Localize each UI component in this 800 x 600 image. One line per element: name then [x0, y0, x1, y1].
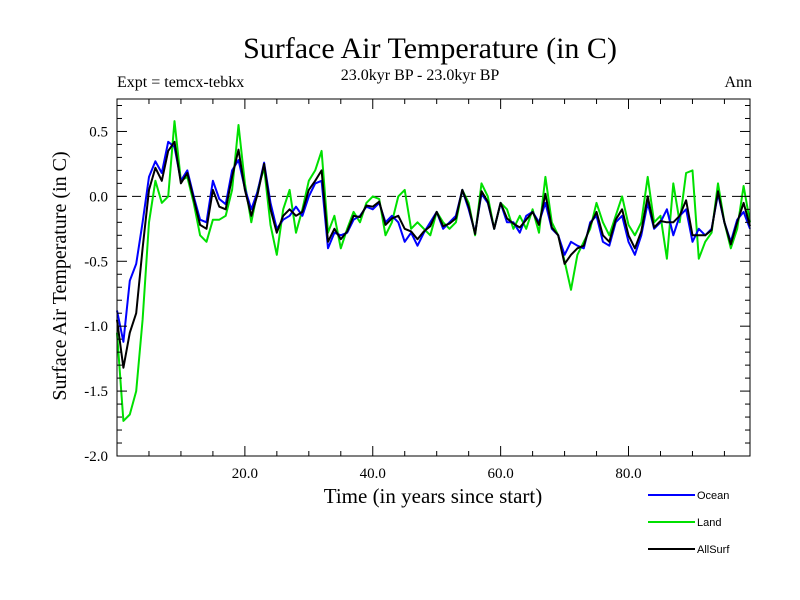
season-label: Ann: [724, 74, 752, 91]
series-line-land: [116, 120, 751, 422]
legend-label-allsurf: AllSurf: [697, 544, 730, 556]
series-lines: [116, 120, 751, 422]
series-line-ocean: [116, 140, 751, 343]
experiment-label: Expt = temcx-tebkx: [117, 74, 244, 91]
legend-label-ocean: Ocean: [697, 490, 729, 502]
y-axis-label: Surface Air Temperature (in C): [49, 151, 71, 400]
time-range-label: 23.0kyr BP - 23.0kyr BP: [341, 67, 500, 84]
y-tick-label: -0.5: [84, 254, 108, 270]
y-tick-label: -1.0: [84, 319, 108, 335]
legend: Ocean Land AllSurf: [648, 490, 730, 556]
series-line-allsurf: [116, 140, 751, 369]
y-tick-label: -1.5: [84, 384, 108, 400]
x-tick-label: 20.0: [232, 466, 258, 482]
x-tick-label: 60.0: [488, 466, 514, 482]
x-axis-ticks: 20.0 40.0 60.0 80.0: [148, 99, 725, 482]
plot-frame: [116, 98, 751, 457]
y-tick-label: 0.0: [89, 189, 108, 205]
y-tick-label: -2.0: [84, 449, 108, 465]
y-axis-ticks: 0.5 0.0 -0.5 -1.0 -1.5 -2.0: [84, 104, 750, 465]
legend-label-land: Land: [697, 517, 721, 529]
y-tick-label: 0.5: [89, 124, 108, 140]
plot-area: 20.0 40.0 60.0 80.0 0.5 0.0 -0.5 -1.0 -1.5 -2.0: [84, 98, 751, 482]
chart-title: Surface Air Temperature (in C): [243, 32, 617, 65]
x-tick-label: 40.0: [360, 466, 386, 482]
x-axis-label: Time (in years since start): [324, 484, 543, 508]
x-tick-label: 80.0: [615, 466, 641, 482]
